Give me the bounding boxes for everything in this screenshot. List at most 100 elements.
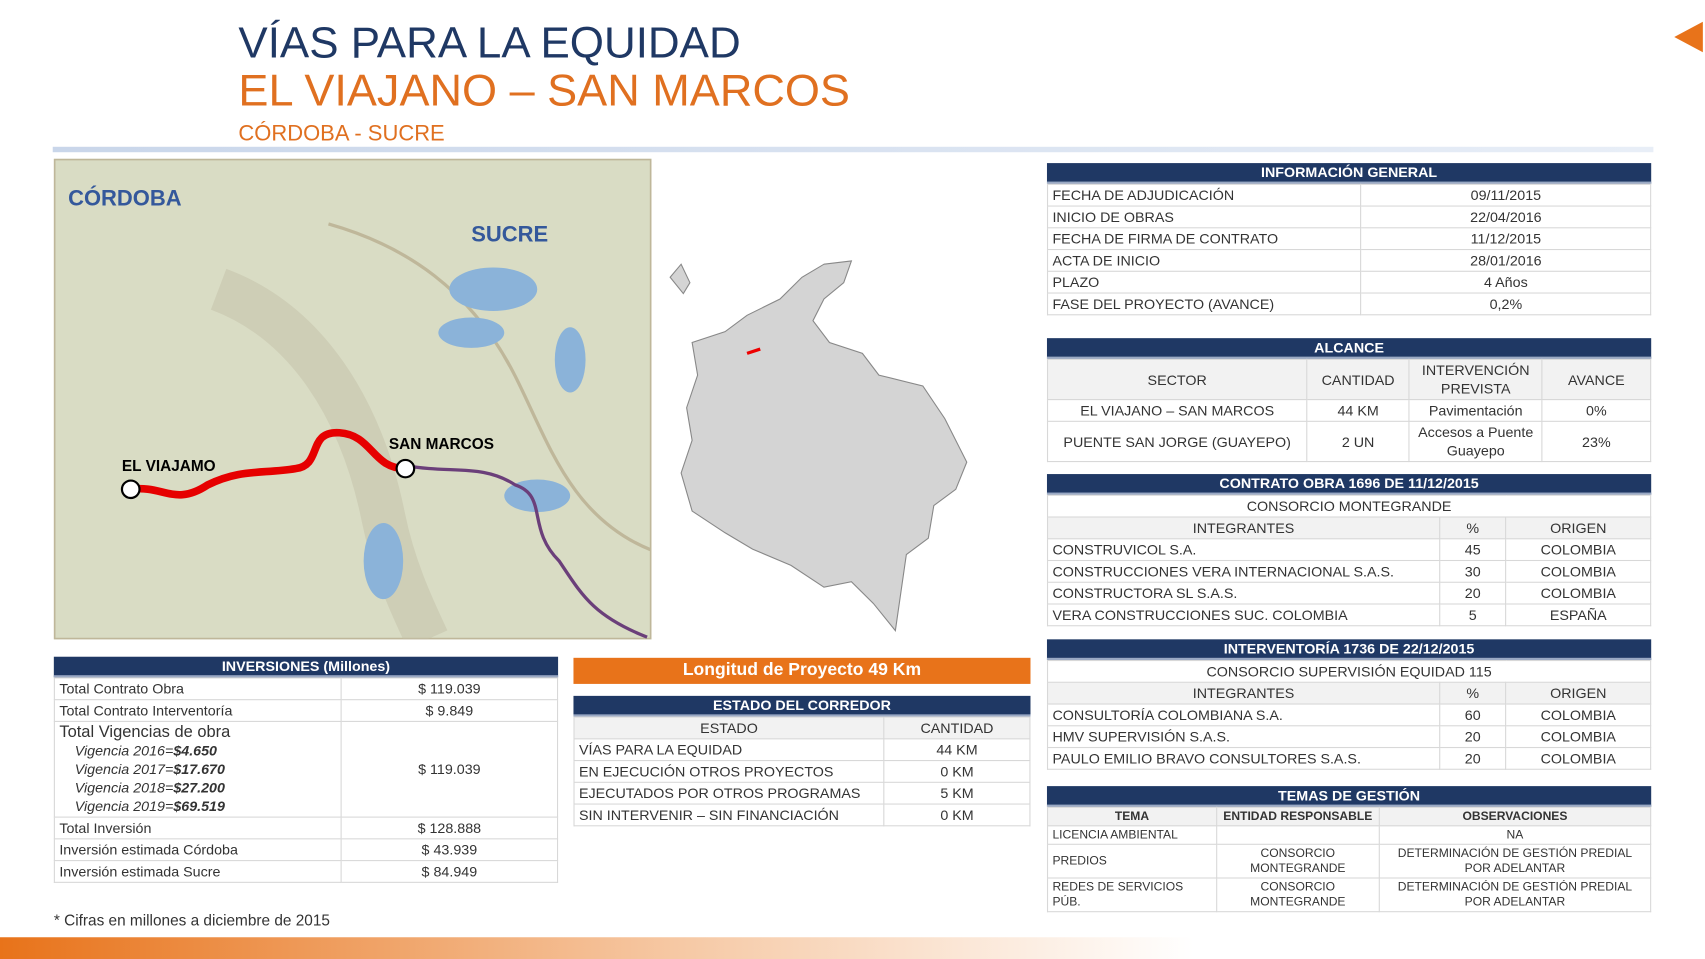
cell: Total Vigencias de obra Vigencia 2016=$4.… [53, 720, 342, 818]
table: Total Contrato Obra $ 119.039 Total Contra… [53, 677, 559, 883]
cell: CONSTRUCTORA SL S.A.S. [1046, 581, 1441, 605]
label: Total Vigencias de obra [59, 723, 231, 742]
column-header: CANTIDAD [1306, 358, 1410, 401]
vigencia-value: $69.519 [173, 798, 225, 815]
estado-section: ESTADO DEL CORREDOR ESTADO CANTIDAD VÍAS PA… [573, 695, 1031, 827]
table: CONSORCIO SUPERVISIÓN EQUIDAD 115 INTEGRA… [1046, 659, 1652, 770]
map-label: EL VIAJAMO [122, 458, 216, 475]
table: TEMA ENTIDAD RESPONSABLE OBSERVACIONES LICE… [1046, 806, 1652, 913]
cell: 23% [1541, 420, 1652, 463]
cell: CONSORCIO MONTEGRANDE [1215, 877, 1380, 913]
row: CONSORCIO MONTEGRANDE [1046, 494, 1652, 518]
row: CONSULTORÍA COLOMBIANA S.A. 60 COLOMBIA [1046, 703, 1652, 727]
column-header: ORIGEN [1505, 681, 1652, 705]
row: SIN INTERVENIR – SIN FINANCIACIÓN 0 KM [573, 803, 1031, 827]
divider [52, 146, 1654, 153]
row: INICIO DE OBRAS 22/04/2016 [1046, 205, 1652, 229]
cell: 45 [1439, 538, 1507, 562]
back-arrow[interactable] [1670, 20, 1705, 55]
section-title: CONTRATO OBRA 1696 DE 11/12/2015 [1046, 474, 1652, 495]
column-header: INTEGRANTES [1046, 516, 1441, 540]
project-length: Longitud de Proyecto 49 Km [573, 657, 1031, 684]
vigencia: Vigencia 2018=$27.200 [59, 779, 336, 797]
cell: 2 UN [1306, 420, 1410, 463]
cell: 0 KM [883, 803, 1031, 827]
cell: 20 [1439, 746, 1507, 770]
column-header: % [1439, 516, 1507, 540]
header-row: ESTADO CANTIDAD [573, 716, 1031, 740]
row: PREDIOS CONSORCIO MONTEGRANDE DETERMINACIÓ… [1046, 843, 1652, 879]
footer-band [0, 937, 1705, 959]
vigencia-label: Vigencia 2018= [74, 779, 174, 796]
colombia-map [669, 260, 968, 632]
consortium: CONSORCIO MONTEGRANDE [1046, 494, 1652, 518]
cell: FASE DEL PROYECTO (AVANCE) [1046, 292, 1362, 316]
cell: COLOMBIA [1505, 581, 1652, 605]
section-title: INTERVENTORÍA 1736 DE 22/12/2015 [1046, 639, 1652, 660]
row: CONSTRUCCIONES VERA INTERNACIONAL S.A.S.… [1046, 559, 1652, 583]
cell: FECHA DE ADJUDICACIÓN [1046, 183, 1362, 207]
cell: 44 KM [883, 738, 1031, 762]
column-header: SECTOR [1046, 358, 1308, 401]
region: CÓRDOBA - SUCRE [238, 121, 445, 146]
cell: ACTA DE INICIO [1046, 248, 1362, 272]
cell: $ 84.949 [340, 860, 559, 883]
cell: INICIO DE OBRAS [1046, 205, 1362, 229]
map-label: SAN MARCOS [389, 436, 494, 453]
map-label: SUCRE [471, 221, 548, 246]
header-row: INTEGRANTES% ORIGEN [1046, 681, 1652, 705]
section-title: INFORMACIÓN GENERAL [1046, 163, 1652, 184]
column-header: CANTIDAD [883, 716, 1031, 740]
interventoria-section: INTERVENTORÍA 1736 DE 22/12/2015 CONSORCI… [1046, 639, 1652, 770]
row: PUENTE SAN JORGE (GUAYEPO) 2 UN Accesos a … [1046, 420, 1652, 463]
row: EJECUTADOS POR OTROS PROGRAMAS 5 KM [573, 781, 1031, 805]
cell: 4 Años [1360, 270, 1652, 294]
row: Inversión estimada Córdoba $ 43.939 [53, 838, 559, 862]
cell: VÍAS PARA LA EQUIDAD [573, 738, 885, 762]
column-header: TEMA [1046, 806, 1217, 827]
cell: Accesos a Puente Guayepo [1408, 420, 1543, 463]
cell: SIN INTERVENIR – SIN FINANCIACIÓN [573, 803, 885, 827]
cell: 0 KM [883, 760, 1031, 783]
cell: 30 [1439, 559, 1507, 583]
row: CONSTRUCTORA SL S.A.S. 20 COLOMBIA [1046, 581, 1652, 605]
column-header: ENTIDAD RESPONSABLE [1215, 806, 1380, 827]
row: EL VIAJANO – SAN MARCOS 44 KM Pavimentació… [1046, 399, 1652, 422]
info-general-section: INFORMACIÓN GENERAL FECHA DE ADJUDICACIÓN… [1046, 163, 1652, 316]
row: CONSORCIO SUPERVISIÓN EQUIDAD 115 [1046, 659, 1652, 683]
cell: $ 119.039 [340, 720, 559, 818]
cell: 09/11/2015 [1360, 183, 1652, 207]
cell: 28/01/2016 [1360, 248, 1652, 272]
cell: 20 [1439, 581, 1507, 605]
row: Total Contrato Obra $ 119.039 [53, 677, 559, 701]
cell: 44 KM [1306, 399, 1410, 422]
cell: 22/04/2016 [1360, 205, 1652, 229]
cell: Total Contrato Interventoría [53, 699, 342, 722]
vigencia-label: Vigencia 2019= [74, 798, 174, 815]
header-row: TEMA ENTIDAD RESPONSABLE OBSERVACIONES [1046, 806, 1652, 827]
column-header: INTERVENCIÓN PREVISTA [1408, 358, 1543, 401]
row: FECHA DE ADJUDICACIÓN 09/11/2015 [1046, 183, 1652, 207]
column-header: INTEGRANTES [1046, 681, 1441, 705]
cell: DETERMINACIÓN DE GESTIÓN PREDIAL POR ADE… [1378, 843, 1652, 879]
row: HMV SUPERVISIÓN S.A.S. 20 COLOMBIA [1046, 725, 1652, 749]
map-label: CÓRDOBA [68, 186, 182, 211]
cell: EN EJECUCIÓN OTROS PROYECTOS [573, 760, 885, 783]
cell: 5 KM [883, 781, 1031, 805]
cell: 5 [1439, 603, 1507, 627]
row: VÍAS PARA LA EQUIDAD 44 KM [573, 738, 1031, 762]
row: EN EJECUCIÓN OTROS PROYECTOS 0 KM [573, 760, 1031, 783]
cell: CONSULTORÍA COLOMBIANA S.A. [1046, 703, 1441, 727]
cell: DETERMINACIÓN DE GESTIÓN PREDIAL POR ADE… [1378, 877, 1652, 913]
cell: REDES DE SERVICIOS PÚB. [1046, 877, 1217, 913]
row: Total Vigencias de obra Vigencia 2016=$4.… [53, 720, 559, 818]
cell: COLOMBIA [1505, 725, 1652, 749]
cell: 20 [1439, 725, 1507, 749]
inversiones-section: INVERSIONES (Millones) Total Contrato Obr… [53, 656, 559, 883]
vigencia: Vigencia 2019=$69.519 [59, 797, 336, 815]
vigencia: Vigencia 2017=$17.670 [59, 760, 336, 778]
cell [1215, 825, 1380, 845]
vigencia-label: Vigencia 2016= [74, 742, 174, 759]
consortium: CONSORCIO SUPERVISIÓN EQUIDAD 115 [1046, 659, 1652, 683]
